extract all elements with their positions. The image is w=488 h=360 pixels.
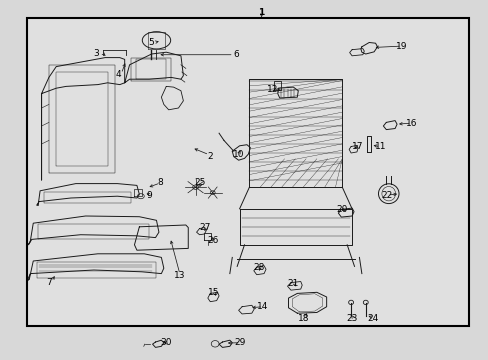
Text: 24: 24 [366,314,378,323]
Text: 14: 14 [257,302,268,311]
Bar [27,18,468,326]
Text: 25: 25 [194,178,206,187]
Text: 29: 29 [233,338,245,347]
Text: 19: 19 [395,41,407,50]
Text: 20: 20 [336,205,347,214]
Text: 23: 23 [346,314,357,323]
Text: 16: 16 [405,118,417,127]
Text: 12: 12 [266,85,278,94]
Text: 13: 13 [174,271,185,279]
Text: 15: 15 [207,288,219,297]
Text: 9: 9 [146,191,152,199]
Text: 1: 1 [258,8,264,17]
Text: 18: 18 [298,314,309,323]
Text: 8: 8 [157,178,163,187]
Text: 5: 5 [148,38,154,47]
Text: 2: 2 [207,152,213,161]
Text: 3: 3 [93,49,99,58]
Text: 28: 28 [253,263,264,271]
Text: 7: 7 [46,278,52,287]
Text: 11: 11 [374,143,386,152]
Text: 17: 17 [351,143,363,152]
Text: 21: 21 [287,279,299,288]
Text: 26: 26 [207,236,219,245]
Text: 30: 30 [160,338,172,347]
Text: 10: 10 [232,150,244,158]
Bar [27,18,468,326]
Text: 27: 27 [199,223,211,232]
Text: 22: 22 [381,191,392,199]
Text: 4: 4 [115,71,121,79]
Text: 6: 6 [233,50,239,59]
